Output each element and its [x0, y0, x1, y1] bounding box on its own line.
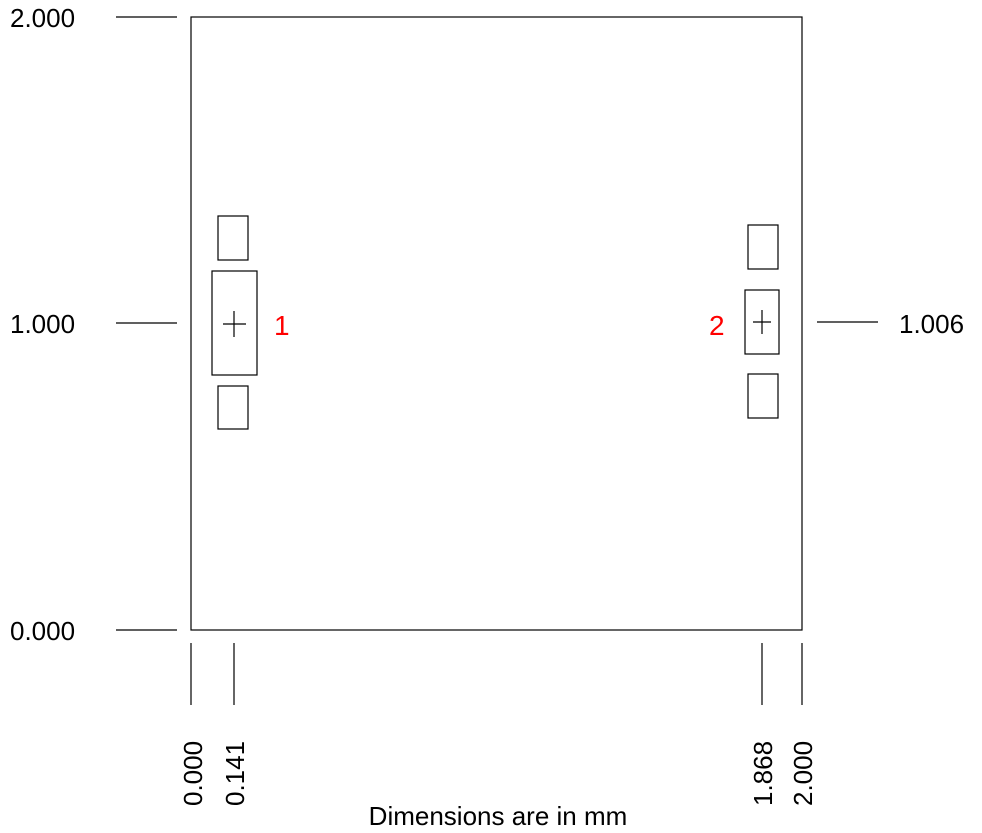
dim-label-x-pad1: 0.141 [220, 741, 250, 806]
pad1-label: 1 [274, 310, 290, 341]
dim-label-y-top: 2.000 [10, 3, 75, 33]
dim-label-x-left: 0.000 [178, 741, 208, 806]
dim-label-x-right: 2.000 [788, 741, 818, 806]
pad1-upper-rect [217, 215, 249, 261]
dim-label-y-bottom: 0.000 [10, 616, 75, 646]
dim-label-x-pad2: 1.868 [748, 741, 778, 806]
units-caption: Dimensions are in mm [369, 801, 628, 831]
pad2-label: 2 [709, 310, 725, 341]
pad2-lower-rect [747, 373, 779, 419]
pad1-lower-rect [217, 385, 249, 430]
pad2-upper-rect [747, 224, 779, 270]
package-outline [190, 16, 803, 631]
dim-label-y-middle: 1.000 [10, 309, 75, 339]
pad2-center-rect [744, 289, 780, 355]
dim-label-y-pad2: 1.006 [899, 309, 964, 339]
pad1-center-rect [211, 270, 258, 376]
